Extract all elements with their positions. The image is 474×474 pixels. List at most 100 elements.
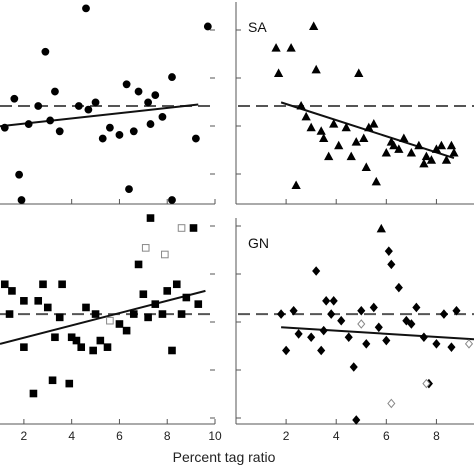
data-point	[134, 87, 143, 96]
data-point	[369, 119, 379, 128]
data-point	[158, 310, 167, 318]
data-point	[307, 332, 316, 343]
data-point	[77, 343, 86, 351]
data-point	[361, 162, 371, 171]
data-point	[432, 339, 441, 349]
data-point	[168, 73, 176, 81]
data-point	[337, 315, 346, 326]
data-point	[327, 309, 336, 319]
data-point	[168, 196, 176, 204]
data-point	[329, 119, 339, 128]
data-point	[82, 4, 90, 13]
data-point	[168, 346, 176, 355]
panel-label: SA	[248, 19, 267, 35]
data-point	[34, 297, 43, 305]
data-point	[289, 305, 298, 316]
data-point	[163, 287, 172, 295]
data-point	[41, 47, 50, 56]
data-point	[312, 266, 321, 276]
data-point	[306, 122, 316, 132]
regression-line	[0, 289, 206, 345]
data-point	[291, 180, 301, 190]
data-point	[151, 91, 160, 100]
data-point	[182, 293, 191, 302]
x-tick-label: 10	[208, 429, 222, 443]
data-point-open	[387, 398, 396, 409]
x-tick-label: 4	[68, 429, 75, 443]
data-point	[369, 302, 378, 313]
data-point	[334, 140, 344, 150]
data-point	[273, 68, 284, 77]
data-point	[55, 127, 64, 136]
data-point	[382, 335, 391, 346]
data-point	[82, 303, 90, 312]
data-point	[319, 325, 328, 336]
data-point	[203, 22, 212, 31]
data-point	[294, 329, 303, 339]
data-point	[354, 68, 364, 77]
data-point	[158, 112, 167, 121]
data-point	[144, 98, 153, 107]
regression-line	[0, 103, 199, 128]
data-point	[384, 246, 393, 256]
data-point	[191, 134, 200, 143]
data-point	[105, 123, 114, 132]
data-point	[48, 376, 57, 385]
data-point	[8, 287, 16, 295]
data-point	[286, 43, 296, 52]
data-point	[399, 133, 409, 143]
data-point	[20, 297, 28, 305]
x-tick-label: 8	[433, 429, 440, 443]
data-point	[24, 120, 33, 128]
data-point	[172, 280, 181, 289]
data-point	[402, 315, 411, 326]
data-point	[449, 147, 459, 157]
data-point	[419, 332, 428, 343]
data-point	[311, 64, 321, 74]
data-point-open	[161, 250, 169, 259]
x-tick-label: 2	[283, 429, 290, 443]
data-point	[58, 280, 66, 289]
data-point	[72, 336, 81, 345]
data-point	[51, 87, 59, 96]
data-point-open	[177, 224, 186, 232]
data-point	[296, 100, 306, 110]
data-point	[177, 310, 186, 318]
data-point	[74, 102, 83, 110]
data-point	[376, 223, 386, 233]
panel-3: 2 4 6 8 10	[0, 214, 222, 443]
data-point	[322, 296, 331, 306]
data-point	[341, 122, 351, 132]
data-point	[357, 305, 366, 316]
data-point	[129, 310, 138, 318]
data-point	[89, 346, 97, 355]
data-point	[129, 127, 138, 136]
data-point	[55, 313, 64, 322]
data-point	[103, 343, 112, 351]
data-point	[329, 296, 338, 306]
data-point-open	[106, 316, 114, 325]
data-point	[309, 21, 319, 30]
data-point	[446, 140, 457, 150]
data-point	[122, 80, 131, 89]
data-point	[394, 282, 403, 293]
x-axis-label: Percent tag ratio	[173, 449, 276, 465]
data-point	[324, 151, 334, 161]
data-point	[139, 290, 148, 299]
data-point	[5, 310, 14, 318]
data-point	[91, 98, 100, 107]
data-point	[65, 379, 74, 388]
data-point	[436, 140, 447, 150]
data-point	[389, 140, 399, 150]
regression-line	[281, 326, 474, 341]
data-point	[441, 155, 452, 164]
data-point	[346, 151, 356, 161]
data-point	[115, 131, 124, 139]
data-point	[151, 300, 160, 308]
data-point	[146, 120, 155, 128]
data-point	[10, 94, 19, 103]
data-point	[352, 415, 361, 425]
data-point	[344, 332, 353, 343]
data-point	[414, 140, 424, 150]
